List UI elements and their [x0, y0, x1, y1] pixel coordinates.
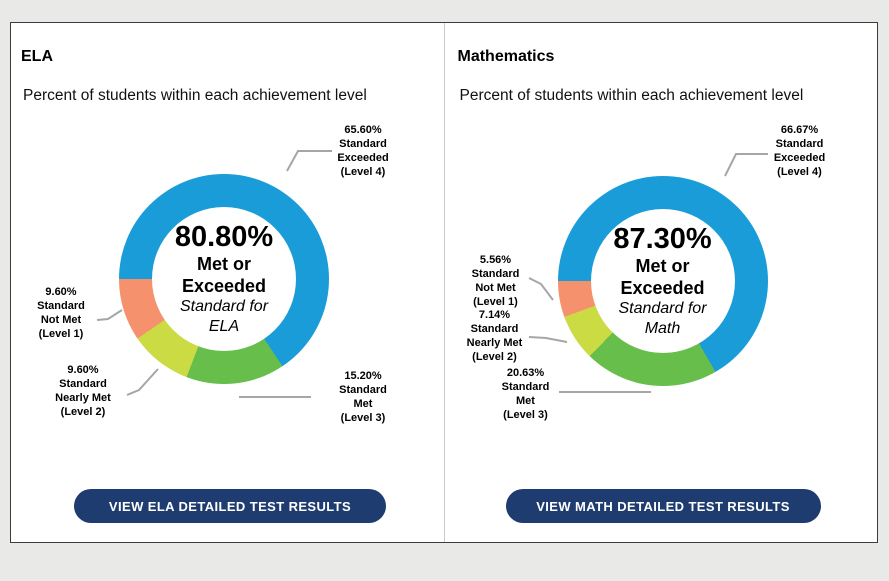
ela-center-met-line1: Met or	[197, 254, 251, 274]
panel-subtitle-ela: Percent of students within each achievem…	[23, 86, 367, 104]
ela-donut-center: 80.80% Met or Exceeded Standard for ELA	[152, 207, 296, 351]
callout-math-met: 20.63% Standard Met (Level 3)	[501, 367, 550, 421]
ela-center-std-line2: ELA	[208, 318, 240, 335]
panel-ela: ELA Percent of students within each achi…	[11, 23, 444, 542]
callout-math-exceeded: 66.67% Standard Exceeded (Level 4)	[773, 124, 826, 178]
panel-math: Mathematics Percent of students within e…	[443, 23, 878, 542]
callout-ela-nearly-met: 9.60% Standard Nearly Met (Level 2)	[55, 364, 111, 418]
math-donut-chart: 87.30% Met or Exceeded Standard for Math	[557, 176, 768, 386]
math-center-met-line1: Met or	[635, 256, 690, 276]
ela-center-std-line1: Standard for	[179, 298, 269, 315]
math-center-met-line2: Exceeded	[620, 278, 705, 298]
math-center-std-line1: Standard for	[618, 300, 707, 317]
math-donut-center: 87.30% Met or Exceeded Standard for Math	[590, 209, 735, 353]
panel-subtitle-math: Percent of students within each achievem…	[459, 86, 804, 104]
math-met-or-exceeded-pct: 87.30%	[613, 223, 712, 255]
math-center-std-line2: Math	[644, 320, 681, 337]
ela-center-met-line2: Exceeded	[181, 276, 267, 296]
callout-math-not-met: 5.56% Standard Not Met (Level 1)	[471, 254, 520, 308]
callout-ela-exceeded: 65.60% Standard Exceeded (Level 4)	[337, 124, 389, 178]
ela-donut-chart: 80.80% Met or Exceeded Standard for ELA	[119, 174, 329, 384]
panel-title-math: Mathematics	[457, 48, 555, 66]
callout-ela-met: 15.20% Standard Met (Level 3)	[339, 370, 387, 424]
ela-met-or-exceeded-pct: 80.80%	[174, 221, 274, 253]
view-math-detailed-results-button[interactable]: VIEW MATH DETAILED TEST RESULTS	[505, 489, 821, 523]
callout-ela-not-met: 9.60% Standard Not Met (Level 1)	[37, 286, 85, 340]
results-card: ELA Percent of students within each achi…	[10, 22, 878, 543]
view-ela-detailed-results-button[interactable]: VIEW ELA DETAILED TEST RESULTS	[74, 489, 386, 523]
callout-math-nearly-met: 7.14% Standard Nearly Met (Level 2)	[466, 309, 523, 363]
panel-title-ela: ELA	[21, 48, 53, 66]
